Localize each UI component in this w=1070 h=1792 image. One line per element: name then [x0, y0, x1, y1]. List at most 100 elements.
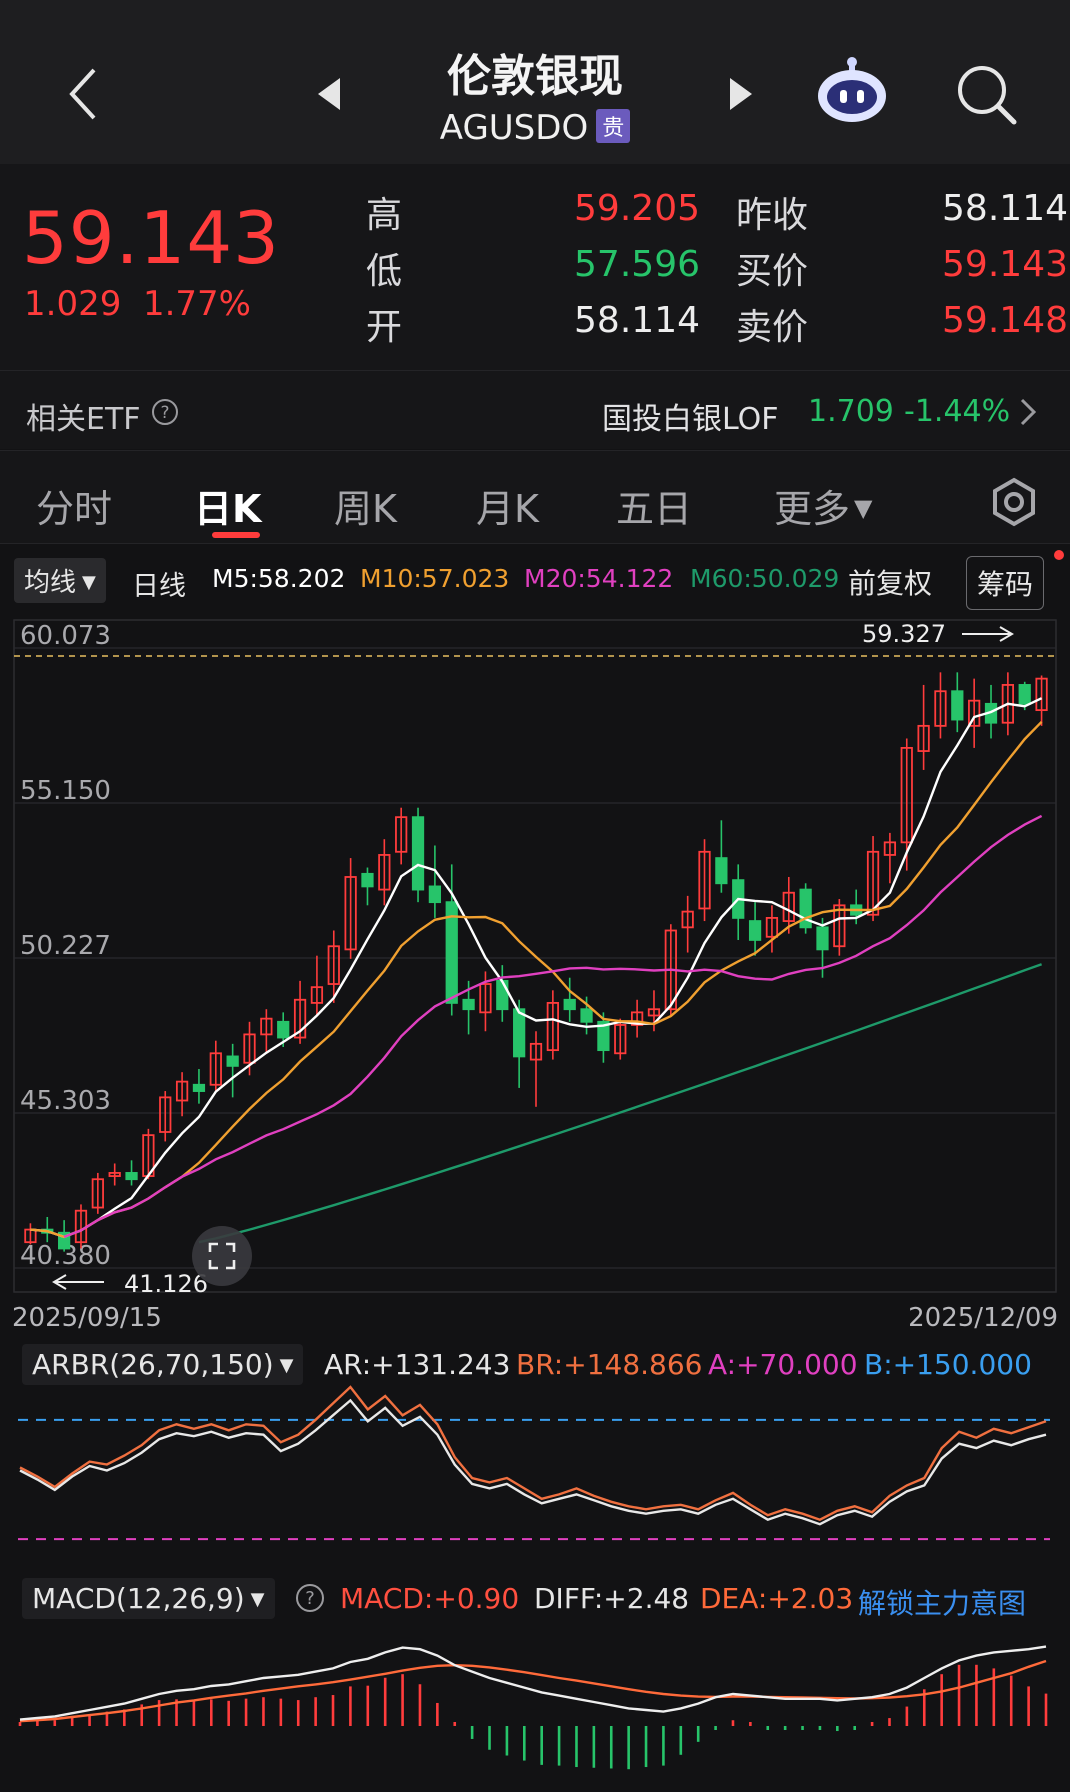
candle-body [479, 983, 492, 1014]
instrument-symbol: AGUSDO 贵 [0, 108, 1070, 148]
candle-body [361, 872, 374, 888]
tab-weekly-k[interactable]: 周K [334, 487, 397, 531]
macd-value: MACD:+0.90 [340, 1582, 520, 1615]
ma5-value: M5:58.202 [212, 564, 346, 593]
candle-body [91, 1178, 104, 1209]
ar-value: AR:+131.243 [324, 1348, 511, 1381]
candle-body [192, 1083, 206, 1092]
tab-monthly-k[interactable]: 月K [476, 487, 539, 531]
ma-selector[interactable]: 均线 ▼ [14, 558, 106, 603]
fullscreen-button[interactable] [192, 1226, 252, 1286]
macd-selector-label: MACD(12,26,9) [32, 1582, 245, 1615]
search-icon[interactable] [954, 62, 1020, 128]
candle-body [411, 816, 425, 891]
candle-body [395, 816, 408, 853]
candle-body [378, 854, 391, 891]
next-symbol-icon[interactable] [728, 76, 754, 112]
caret-down-icon: ▼ [854, 494, 873, 522]
etf-price: 1.709 [808, 394, 894, 429]
period-label: 日线 [132, 571, 186, 602]
candle-body [748, 920, 762, 941]
etf-name[interactable]: 国投白银LOF [602, 402, 779, 437]
y-axis-label: 60.073 [20, 621, 111, 651]
date-end-label: 2025/12/09 [908, 1303, 1058, 1332]
candle-body [1018, 684, 1031, 705]
candle-body [765, 917, 779, 938]
candle-body [125, 1172, 138, 1181]
fullscreen-icon [208, 1242, 236, 1270]
settings-gear-icon[interactable] [988, 476, 1040, 528]
ma10-value: M10:57.023 [360, 564, 510, 593]
macd-selector[interactable]: MACD(12,26,9) ▼ [22, 1578, 275, 1619]
top-header [0, 0, 1070, 164]
ma60-value: M60:50.029 [690, 564, 840, 593]
active-tab-indicator [212, 532, 260, 538]
notification-dot [1054, 550, 1064, 560]
candle-body [580, 1008, 593, 1023]
candle-body [647, 1008, 661, 1017]
candle-body [209, 1052, 222, 1086]
candle-body [816, 926, 829, 951]
svg-text:?: ? [305, 1588, 315, 1609]
candle-body [883, 841, 897, 856]
tab-five-day[interactable]: 五日 [616, 487, 693, 531]
related-etf-label: 相关ETF [26, 402, 141, 437]
symbol-code: AGUSDO [439, 108, 589, 148]
prev-close-label: 昨收 [736, 195, 809, 236]
tab-more[interactable]: 更多 ▼ [774, 478, 872, 533]
back-icon[interactable] [62, 64, 102, 124]
high-value: 59.205 [574, 188, 700, 229]
prev-symbol-icon[interactable] [316, 76, 342, 112]
y-axis-label: 55.150 [20, 776, 111, 806]
dea-line [19, 1659, 1047, 1723]
help-icon[interactable]: ? [150, 397, 180, 427]
caret-down-icon: ▼ [82, 572, 96, 593]
candle-body [951, 690, 964, 721]
candle-body [513, 1008, 526, 1058]
candle-body [277, 1020, 290, 1039]
candle-body [243, 1033, 256, 1064]
chart-frame [13, 619, 1057, 1293]
high-label: 高 [366, 195, 403, 236]
price-change: 1.029 1.77% [24, 284, 251, 324]
candle-body [630, 1011, 644, 1026]
candle-body [597, 1020, 610, 1052]
ask-value: 59.148 [942, 300, 1068, 341]
candle-body [715, 857, 728, 885]
candle-body [445, 901, 458, 1004]
b-value: B:+150.000 [864, 1348, 1032, 1381]
chip-distribution-button[interactable]: 筹码 [966, 556, 1045, 610]
candle-body [496, 979, 509, 1011]
ma5-line [30, 697, 1043, 1239]
tab-intraday[interactable]: 分时 [36, 487, 113, 531]
caret-down-icon: ▼ [250, 1589, 265, 1610]
arbr-selector-label: ARBR(26,70,150) [32, 1348, 274, 1381]
prev-close-value: 58.114 [942, 188, 1068, 229]
candle-body [934, 690, 947, 727]
adjust-mode[interactable]: 前复权 [848, 567, 933, 600]
candlestick-chart[interactable]: 60.07355.15050.22745.30340.38059.32741.1… [0, 612, 1070, 1332]
unlock-main-force-link[interactable]: 解锁主力意图 [858, 1587, 1027, 1620]
ask-label: 卖价 [736, 307, 809, 348]
candle-body [226, 1055, 239, 1067]
change-percent: 1.77% [142, 284, 251, 324]
tab-daily-k[interactable]: 日K [194, 487, 262, 531]
min-price-label: 41.126 [124, 1270, 208, 1298]
related-etf-bar[interactable] [0, 370, 1070, 449]
etf-change: -1.44% [904, 394, 1011, 429]
svg-text:?: ? [160, 403, 169, 423]
candle-body [108, 1172, 121, 1177]
arbr-chart [18, 1385, 1050, 1541]
robot-assistant-icon[interactable] [814, 54, 890, 126]
br-value: BR:+148.866 [516, 1348, 703, 1381]
candle-body [310, 986, 324, 1004]
chevron-right-icon[interactable] [1018, 396, 1040, 428]
arbr-selector[interactable]: ARBR(26,70,150) ▼ [22, 1344, 304, 1385]
fullscreen-bg [192, 1226, 252, 1286]
help-icon[interactable]: ? [294, 1582, 326, 1614]
candle-body [917, 724, 930, 752]
quote-panel [0, 164, 1070, 370]
candle-body [546, 1002, 559, 1052]
candle-body [614, 1024, 627, 1055]
candle-body [799, 888, 812, 929]
